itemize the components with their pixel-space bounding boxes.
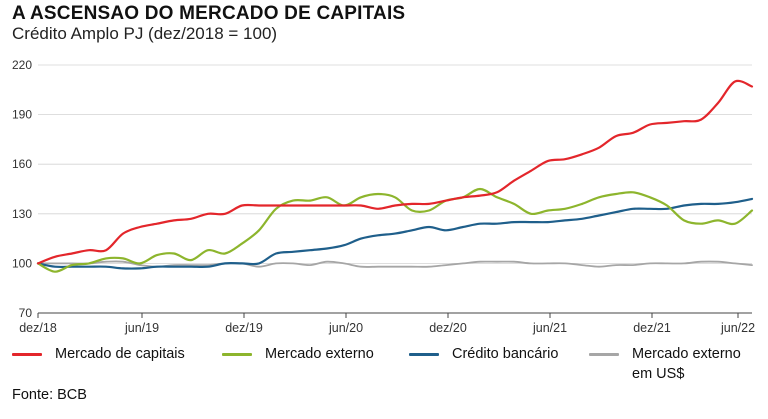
x-tick-label: jun/22 [720,321,755,335]
legend-label: Mercado externo [265,346,374,362]
series-line-mercado-externo [36,187,754,273]
x-tick-label: dez/21 [633,321,671,335]
legend-swatch-mercado-externo [222,353,252,356]
y-tick-label: 220 [12,58,32,72]
x-tick-label: dez/19 [225,321,263,335]
legend-label: Crédito bancário [452,346,559,362]
chart-title: A ASCENSAO DO MERCADO DE CAPITAIS [12,3,406,24]
gridlines [38,64,752,314]
legend-swatch-credito-bancario [409,353,439,356]
source-note: Fonte: BCB [12,387,87,403]
chart-subtitle: Crédito Amplo PJ (dez/2018 = 100) [12,24,278,43]
legend-swatch-mercado-capitais [12,353,42,356]
x-tick-labels: dez/18 jun/19 dez/19 jun/20 dez/20 jun/21 dez/… [19,313,755,335]
series-line-cr-dito-banc-rio [36,197,754,270]
x-tick-label: dez/20 [429,321,467,335]
y-tick-labels: 70 100 130 160 190 220 [12,58,32,320]
x-tick-label: jun/20 [328,321,363,335]
y-tick-label: 100 [12,256,32,270]
legend-label: Mercado externo em US$ [632,346,741,382]
series-line-mercado-de-capitais [36,79,754,265]
series-lines [36,79,754,273]
legend-swatch-mercado-externo-usd [589,353,619,356]
y-tick-label: 190 [12,108,32,122]
y-tick-label: 160 [12,157,32,171]
x-tick-label: dez/18 [19,321,57,335]
legend-label: Mercado de capitais [55,346,185,362]
y-tick-label: 70 [19,306,33,320]
y-tick-label: 130 [12,207,32,221]
x-tick-label: jun/21 [532,321,567,335]
x-tick-label: jun/19 [124,321,159,335]
